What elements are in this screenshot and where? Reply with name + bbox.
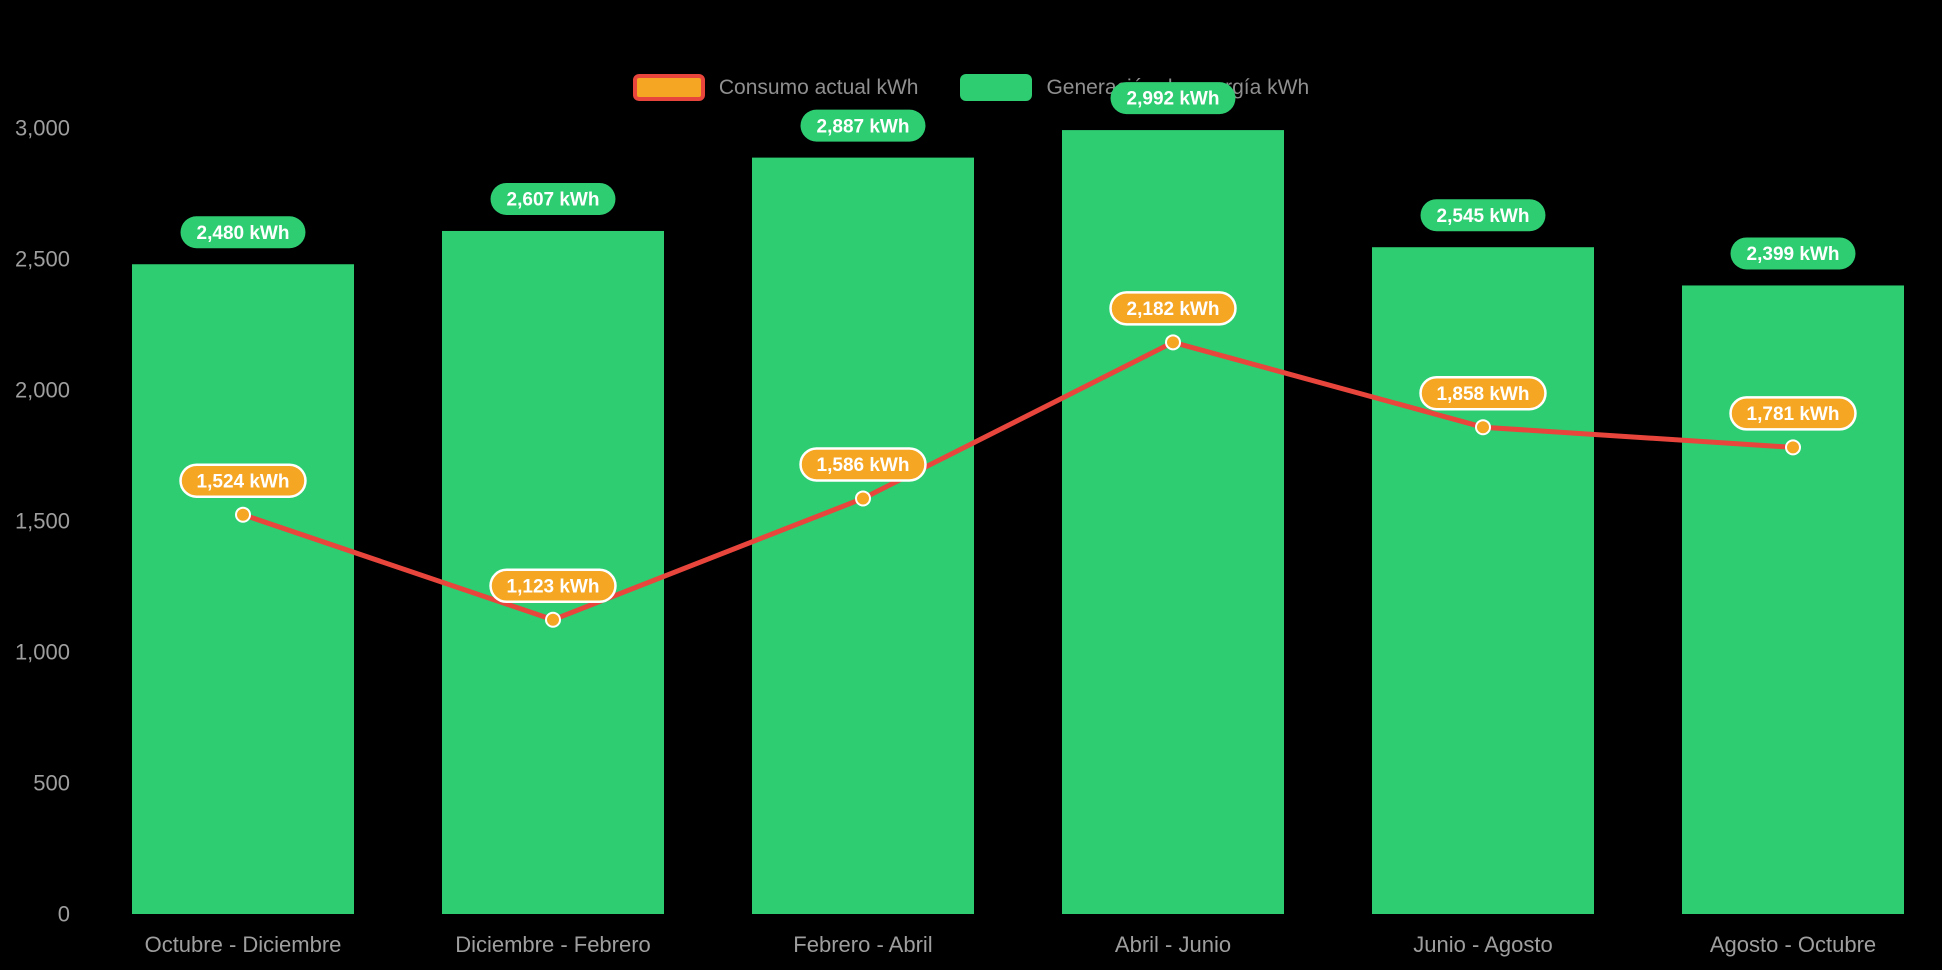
bar-value-badge: 2,887 kWh [800,109,926,142]
y-tick-label: 1,500 [15,509,70,534]
line-point [1785,439,1801,456]
svg-text:1,858 kWh: 1,858 kWh [1437,384,1530,405]
x-category-label: Octubre - Diciembre [145,932,342,957]
line-value-badge: 1,123 kWh [489,568,617,604]
legend-label-consumo: Consumo actual kWh [718,75,919,99]
legend-label-generacion: Generación de energía kWh [1046,75,1310,99]
x-category-label: Diciembre - Febrero [455,932,651,957]
bar-value-badge: 2,607 kWh [490,182,616,215]
legend-swatch-consumo-icon [632,74,705,101]
bar-generacion [752,157,974,914]
chart-legend: Consumo actual kWh Generación de energía… [0,74,1942,101]
y-tick-label: 2,000 [15,378,70,403]
x-category-label: Abril - Junio [1115,932,1231,957]
consumo-line [240,339,1796,623]
line-point [235,506,251,523]
bar-generacion [442,230,664,914]
legend-item-generacion[interactable]: Generación de energía kWh [960,74,1309,101]
line-value-badge: 1,781 kWh [1729,396,1857,431]
bar-generacion [132,264,354,914]
legend-item-consumo[interactable]: Consumo actual kWh [632,74,919,101]
y-tick-label: 0 [58,902,70,927]
y-tick-label: 1,000 [15,640,70,665]
line-point [1165,334,1181,351]
svg-text:2,399 kWh: 2,399 kWh [1747,244,1840,265]
line-value-badge: 1,586 kWh [799,447,927,482]
svg-text:2,545 kWh: 2,545 kWh [1437,206,1530,227]
svg-text:1,524 kWh: 1,524 kWh [197,471,290,492]
y-tick-label: 2,500 [15,247,70,272]
x-category-label: Febrero - Abril [793,932,932,957]
y-tick-label: 3,000 [15,116,70,141]
line-value-badge: 1,858 kWh [1419,375,1547,411]
bar-generacion [1682,285,1904,914]
line-point [545,611,561,628]
svg-text:1,123 kWh: 1,123 kWh [507,576,600,597]
line-value-badge: 2,182 kWh [1109,291,1237,326]
svg-text:2,480 kWh: 2,480 kWh [197,223,290,244]
svg-text:2,887 kWh: 2,887 kWh [817,116,910,137]
svg-text:1,586 kWh: 1,586 kWh [817,455,910,476]
x-category-label: Agosto - Octubre [1710,932,1876,957]
svg-text:1,781 kWh: 1,781 kWh [1747,404,1840,425]
bar-generacion [1372,247,1594,914]
svg-text:2,607 kWh: 2,607 kWh [507,190,600,211]
x-category-label: Junio - Agosto [1413,932,1552,957]
svg-text:2,182 kWh: 2,182 kWh [1127,299,1220,320]
bar-generacion [1062,130,1284,914]
bar-value-badge: 2,399 kWh [1730,237,1856,270]
line-point [1475,419,1491,436]
bar-value-badge: 2,545 kWh [1420,199,1546,232]
bar-value-badge: 2,480 kWh [180,216,306,249]
legend-swatch-generacion-icon [960,74,1033,101]
line-point [855,490,871,507]
y-tick-label: 500 [33,771,70,796]
line-value-badge: 1,524 kWh [179,463,307,498]
